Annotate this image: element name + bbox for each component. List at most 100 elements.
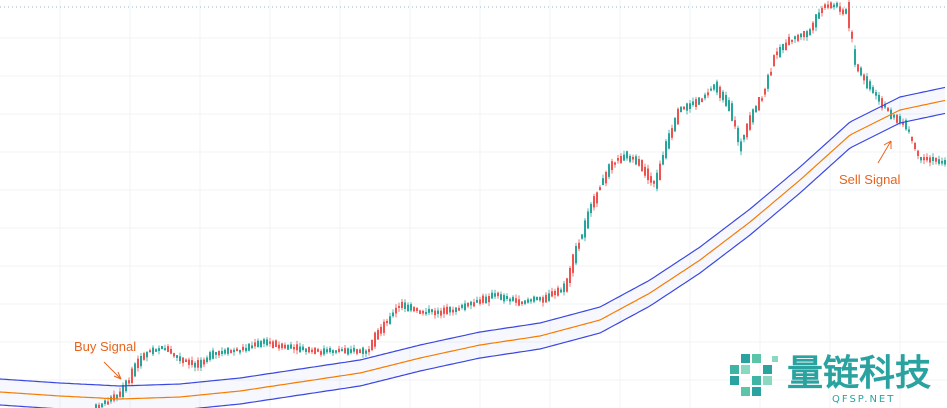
candle-body <box>929 157 931 163</box>
candle-body <box>95 404 97 408</box>
candle-body <box>557 287 559 296</box>
sell-signal-arrowhead <box>883 140 892 149</box>
candle-body <box>635 156 637 165</box>
candle-body <box>422 310 424 314</box>
candle-body <box>164 348 166 351</box>
candle-body <box>377 330 379 340</box>
candle-body <box>602 178 604 185</box>
candle-body <box>197 360 199 368</box>
candle-body <box>494 293 496 297</box>
candle-body <box>578 242 580 249</box>
candle-body <box>725 95 727 106</box>
sell-signal-label: Sell Signal <box>839 172 901 187</box>
candle-body <box>257 340 259 347</box>
candle-body <box>824 4 826 8</box>
candle-body <box>269 341 271 344</box>
candle-body <box>224 349 226 354</box>
candle-body <box>212 350 214 359</box>
candle-body <box>311 349 313 352</box>
candle-body <box>437 310 439 314</box>
candle-body <box>773 55 775 67</box>
candle-body <box>665 141 667 159</box>
candle-body <box>800 33 802 38</box>
candle-body <box>530 299 532 302</box>
candle-body <box>260 341 262 347</box>
candle-body <box>317 349 319 352</box>
candle-body <box>755 106 757 113</box>
candle-body <box>611 161 613 171</box>
candle-body <box>761 98 763 101</box>
candle-body <box>293 347 295 350</box>
candle-body <box>179 356 181 362</box>
candle-body <box>707 92 709 96</box>
candle-body <box>335 350 337 353</box>
candle-body <box>704 94 706 99</box>
candle-body <box>452 309 454 313</box>
candle-body <box>155 349 157 352</box>
moving-average-line <box>0 99 946 400</box>
candle-body <box>698 97 700 105</box>
candle-body <box>782 44 784 51</box>
candle-body <box>671 128 673 138</box>
candle-body <box>149 350 151 353</box>
candle-body <box>743 134 745 140</box>
candle-body <box>680 106 682 112</box>
candle-body <box>653 181 655 184</box>
candle-body <box>815 14 817 28</box>
candle-body <box>710 88 712 91</box>
candle-body <box>467 302 469 307</box>
candle-body <box>161 346 163 350</box>
candle-body <box>647 168 649 181</box>
candle-body <box>701 98 703 102</box>
candle-body <box>245 347 247 352</box>
candle-body <box>560 289 562 293</box>
candle-body <box>764 88 766 95</box>
upper-band-line <box>0 86 946 387</box>
candle-body <box>899 116 901 123</box>
candle-body <box>812 22 814 31</box>
candle-body <box>215 352 217 355</box>
candle-body <box>917 150 919 156</box>
candle-body <box>686 103 688 111</box>
candle-body <box>587 211 589 229</box>
candle-body <box>176 355 178 358</box>
candle-body <box>137 358 139 368</box>
candle-body <box>413 307 415 312</box>
candle-body <box>344 348 346 354</box>
candle-body <box>359 349 361 354</box>
candle-body <box>626 151 628 159</box>
candle-body <box>623 154 625 161</box>
candle-body <box>515 298 517 303</box>
candle-body <box>281 343 283 349</box>
candle-body <box>632 156 634 160</box>
candle-body <box>434 310 436 316</box>
candle-body <box>509 298 511 302</box>
candle-body <box>233 349 235 353</box>
candle-body <box>446 306 448 314</box>
candle-body <box>683 106 685 110</box>
candle-body <box>908 129 910 132</box>
candle-body <box>941 160 943 164</box>
candle-body <box>563 283 565 293</box>
qfsp-logo-icon <box>730 354 778 396</box>
candle-body <box>839 6 841 12</box>
candle-body <box>398 305 400 308</box>
candle-body <box>920 157 922 161</box>
candle-body <box>749 115 751 130</box>
candle-body <box>617 158 619 161</box>
candle-body <box>440 310 442 316</box>
candle-body <box>116 394 118 399</box>
candle-body <box>209 352 211 360</box>
candle-body <box>371 340 373 350</box>
candle-body <box>443 307 445 314</box>
candle-body <box>728 100 730 112</box>
candle-body <box>314 347 316 354</box>
candle-body <box>554 290 556 296</box>
candle-body <box>932 157 934 161</box>
candle-body <box>692 101 694 105</box>
candle-body <box>248 343 250 351</box>
candle-body <box>425 311 427 315</box>
candle-body <box>575 246 577 264</box>
candle-body <box>770 71 772 76</box>
candle-body <box>596 192 598 204</box>
